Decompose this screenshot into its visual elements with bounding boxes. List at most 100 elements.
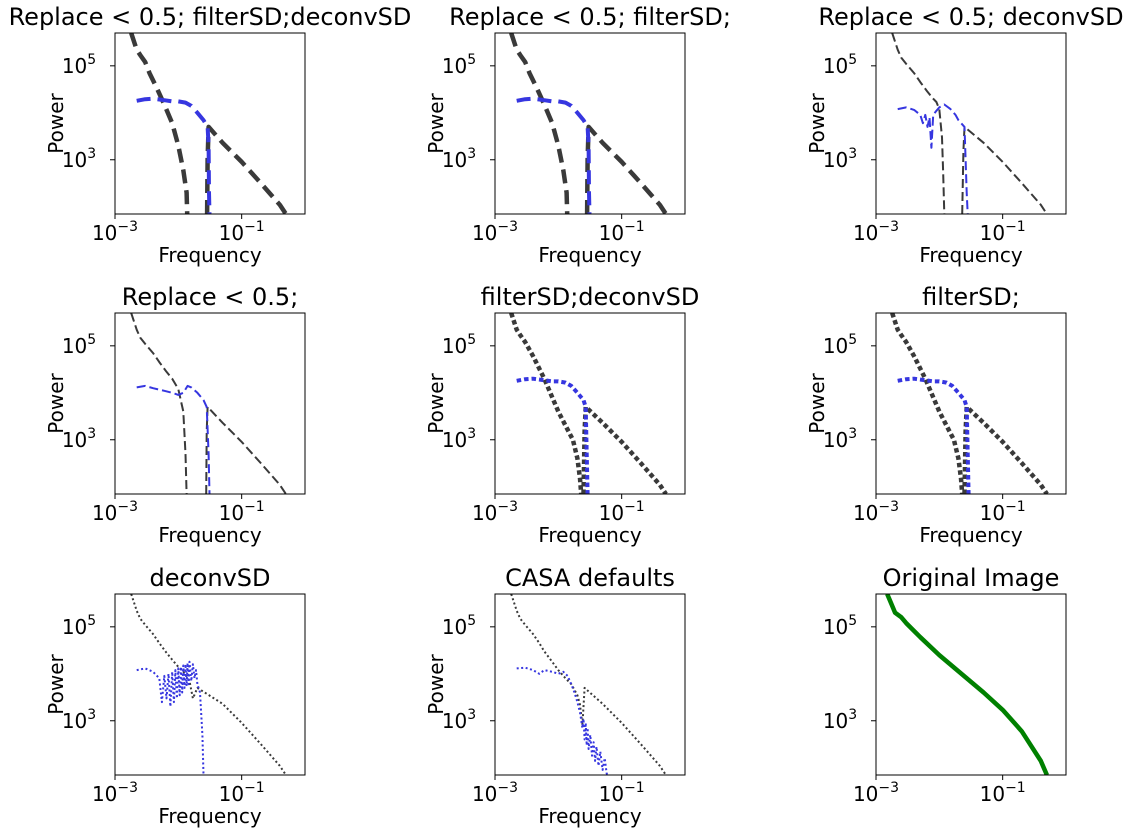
chart-panel: 10−3 10−1 103 105 Original Image: [823, 564, 1067, 806]
plot-area: [129, 33, 288, 214]
chart-title: Replace < 0.5; deconvSD: [818, 3, 1123, 31]
series-line: [205, 405, 287, 494]
x-axis-label: Frequency: [538, 804, 641, 828]
y-tick-label: 105: [62, 613, 96, 639]
y-tick-label: 105: [62, 52, 96, 78]
series-line: [890, 313, 965, 494]
plot-area: [130, 313, 287, 494]
chart-panel: 10−3 10−1 103 105 deconvSD Frequency Power: [44, 564, 306, 828]
y-tick-label: 105: [823, 332, 857, 358]
series-line: [509, 313, 584, 494]
chart-title: filterSD;deconvSD: [481, 283, 700, 311]
x-tick-label: 10−3: [853, 780, 899, 806]
x-tick-label: 10−1: [219, 499, 265, 525]
chart-panel: 10−3 10−1 103 105 Replace < 0.5; filterSD;de…: [9, 3, 412, 267]
plot-area: [891, 33, 1048, 214]
series-line: [584, 124, 668, 214]
x-axis-label: Frequency: [919, 243, 1022, 267]
plot-area: [510, 594, 667, 775]
x-tick-label: 10−3: [853, 219, 899, 245]
x-tick-label: 10−1: [980, 499, 1026, 525]
axes-frame: [494, 32, 686, 215]
y-tick-label: 105: [442, 332, 476, 358]
series-line: [130, 594, 287, 775]
series-line: [516, 376, 590, 494]
chart-title: CASA defaults: [505, 564, 675, 592]
series-line: [897, 103, 969, 214]
series-line: [129, 33, 190, 214]
series-line: [516, 666, 609, 775]
chart-panel: 10−3 10−1 103 105 CASA defaults Frequency Powe…: [424, 564, 686, 828]
axes-frame: [114, 312, 306, 495]
y-axis-label: Power: [424, 92, 448, 153]
y-axis-label: Power: [44, 653, 68, 714]
y-axis-label: Power: [44, 372, 68, 433]
plot-area: [885, 594, 1049, 775]
x-tick-label: 10−3: [472, 219, 518, 245]
x-tick-label: 10−3: [92, 780, 138, 806]
x-tick-label: 10−3: [472, 499, 518, 525]
series-line: [885, 594, 1049, 775]
y-axis-label: Power: [805, 372, 829, 433]
x-tick-label: 10−3: [853, 499, 899, 525]
axes-frame: [875, 593, 1067, 776]
series-line: [204, 124, 288, 214]
x-tick-label: 10−3: [472, 780, 518, 806]
y-tick-label: 105: [823, 613, 857, 639]
chart-panel: 10−3 10−1 103 105 Replace < 0.5; deconvSD Fre…: [805, 3, 1124, 267]
y-tick-label: 103: [823, 146, 857, 172]
axes-frame: [875, 312, 1067, 495]
x-axis-label: Frequency: [538, 243, 641, 267]
series-line: [136, 96, 212, 214]
y-tick-label: 103: [442, 426, 476, 452]
x-tick-label: 10−1: [980, 780, 1026, 806]
x-tick-label: 10−1: [219, 780, 265, 806]
chart-title: Replace < 0.5; filterSD;: [449, 3, 731, 31]
axes-frame: [494, 593, 686, 776]
axes-frame: [114, 593, 306, 776]
axes-frame: [875, 32, 1067, 215]
plot-area: [509, 313, 668, 494]
y-tick-label: 103: [823, 426, 857, 452]
x-tick-label: 10−1: [599, 780, 645, 806]
y-tick-label: 103: [442, 146, 476, 172]
chart-panel: 10−3 10−1 103 105 filterSD; Frequency Power: [805, 283, 1067, 547]
x-tick-label: 10−1: [599, 219, 645, 245]
y-axis-label: Power: [805, 92, 829, 153]
series-line: [130, 313, 188, 494]
y-tick-label: 105: [442, 613, 476, 639]
chart-title: Replace < 0.5; filterSD;deconvSD: [9, 3, 412, 31]
y-axis-label: Power: [424, 372, 448, 433]
x-axis-label: Frequency: [158, 523, 261, 547]
x-tick-label: 10−1: [599, 499, 645, 525]
x-tick-label: 10−3: [92, 219, 138, 245]
series-line: [897, 376, 971, 494]
x-tick-label: 10−1: [219, 219, 265, 245]
series-line: [136, 660, 205, 775]
y-tick-label: 103: [62, 146, 96, 172]
series-line: [509, 33, 570, 214]
x-tick-label: 10−1: [980, 219, 1026, 245]
series-line: [516, 96, 592, 214]
x-axis-label: Frequency: [158, 804, 261, 828]
y-tick-label: 103: [442, 707, 476, 733]
x-tick-label: 10−3: [92, 499, 138, 525]
x-axis-label: Frequency: [538, 523, 641, 547]
y-axis-label: Power: [44, 92, 68, 153]
series-line: [962, 404, 1049, 494]
chart-panel: 10−3 10−1 103 105 Replace < 0.5; Frequency Pow…: [44, 283, 306, 547]
series-line: [961, 125, 1048, 214]
chart-panel: 10−3 10−1 103 105 Replace < 0.5; filterSD; Fr…: [424, 3, 731, 267]
series-line: [136, 384, 211, 494]
series-line: [891, 33, 946, 214]
y-tick-label: 105: [62, 332, 96, 358]
y-axis-label: Power: [424, 653, 448, 714]
y-tick-label: 103: [62, 426, 96, 452]
chart-title: deconvSD: [149, 564, 270, 592]
axes-frame: [114, 32, 306, 215]
y-tick-label: 103: [823, 707, 857, 733]
chart-title: filterSD;: [922, 283, 1020, 311]
series-line: [510, 594, 667, 775]
